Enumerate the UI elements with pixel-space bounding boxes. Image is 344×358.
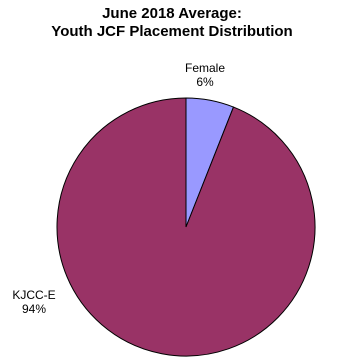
- chart-title-line-1: June 2018 Average:: [102, 5, 242, 22]
- pie-slices: [56, 97, 316, 357]
- pie-labels: Female 6% KJCC-E 94%: [12, 61, 225, 316]
- pie-label-kjcc-e: KJCC-E 94%: [12, 288, 55, 316]
- pie-label-female: Female 6%: [185, 61, 225, 89]
- chart-title-line-2: Youth JCF Placement Distribution: [51, 23, 293, 40]
- chart-title: June 2018 Average: Youth JCF Placement D…: [0, 5, 344, 41]
- pie-slice-kjcc-e: [56, 97, 316, 357]
